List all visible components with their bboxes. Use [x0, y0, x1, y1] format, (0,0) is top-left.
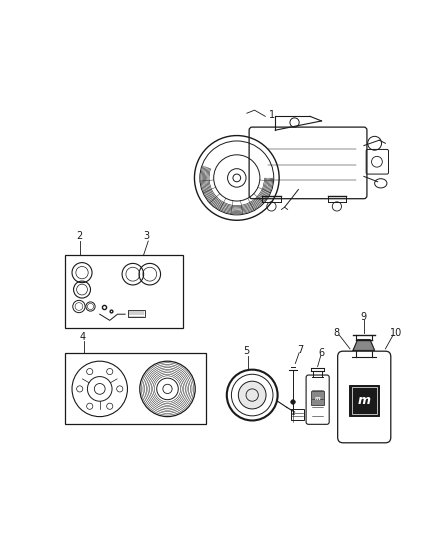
Text: 7: 7	[297, 345, 303, 354]
Text: 6: 6	[318, 348, 325, 358]
Text: 1: 1	[269, 110, 275, 120]
Bar	[352, 387, 377, 414]
Text: 2: 2	[76, 231, 82, 241]
Text: 5: 5	[244, 346, 250, 356]
Text: 3: 3	[144, 231, 150, 241]
Bar	[291, 409, 304, 419]
Bar	[65, 353, 206, 424]
Text: 4: 4	[80, 332, 86, 342]
Bar	[65, 255, 183, 328]
Bar	[349, 385, 379, 416]
Text: 10: 10	[390, 328, 403, 338]
Text: m: m	[357, 394, 371, 407]
Circle shape	[238, 381, 266, 409]
Bar	[128, 310, 145, 317]
Text: 8: 8	[333, 328, 339, 338]
Circle shape	[291, 400, 295, 405]
Text: 9: 9	[361, 311, 367, 321]
Text: m: m	[315, 395, 321, 401]
Bar	[311, 391, 324, 405]
Polygon shape	[353, 340, 374, 350]
